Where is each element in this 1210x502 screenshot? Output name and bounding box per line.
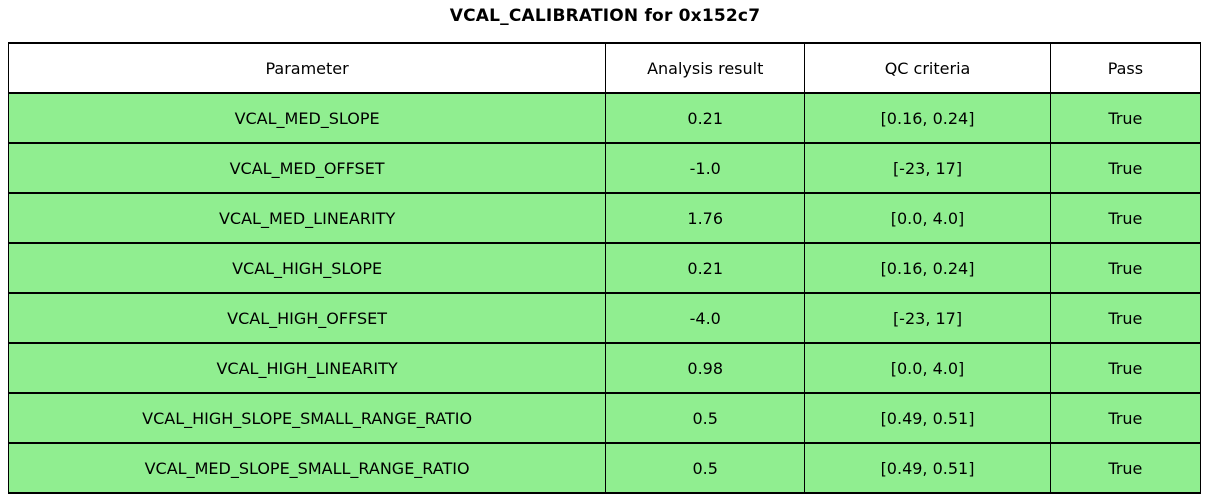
pass-cell: True — [1049, 442, 1202, 494]
parameter-cell: VCAL_MED_LINEARITY — [7, 192, 607, 244]
qc-criteria-cell: [0.16, 0.24] — [804, 92, 1051, 144]
analysis-result-cell: 0.21 — [605, 242, 806, 294]
qc-criteria-cell: [0.0, 4.0] — [804, 342, 1051, 394]
page-title: VCAL_CALIBRATION for 0x152c7 — [449, 6, 761, 26]
table-row: VCAL_HIGH_OFFSET -4.0 [-23, 17] True — [7, 292, 1202, 344]
pass-cell: True — [1049, 142, 1202, 194]
qc-criteria-cell: [0.49, 0.51] — [804, 392, 1051, 444]
table-row: VCAL_HIGH_SLOPE_SMALL_RANGE_RATIO 0.5 [0.4… — [7, 392, 1202, 444]
pass-cell: True — [1049, 342, 1202, 394]
table-body: VCAL_MED_SLOPE 0.21 [0.16, 0.24] True VCAL_M… — [7, 92, 1202, 494]
col-header-analysis-result: Analysis result — [605, 42, 806, 94]
pass-cell: True — [1049, 92, 1202, 144]
analysis-result-cell: -1.0 — [605, 142, 806, 194]
pass-cell: True — [1049, 242, 1202, 294]
table-row: VCAL_MED_LINEARITY 1.76 [0.0, 4.0] True — [7, 192, 1202, 244]
table-row: VCAL_HIGH_LINEARITY 0.98 [0.0, 4.0] True — [7, 342, 1202, 394]
pass-cell: True — [1049, 292, 1202, 344]
table-row: VCAL_MED_SLOPE_SMALL_RANGE_RATIO 0.5 [0.49… — [7, 442, 1202, 494]
qc-results-table: Parameter Analysis result QC criteria Pa… — [7, 42, 1202, 494]
parameter-cell: VCAL_HIGH_SLOPE_SMALL_RANGE_RATIO — [7, 392, 607, 444]
qc-criteria-cell: [-23, 17] — [804, 142, 1051, 194]
table-row: VCAL_MED_OFFSET -1.0 [-23, 17] True — [7, 142, 1202, 194]
qc-criteria-cell: [0.0, 4.0] — [804, 192, 1051, 244]
analysis-result-cell: 0.21 — [605, 92, 806, 144]
pass-cell: True — [1049, 392, 1202, 444]
analysis-result-cell: 0.98 — [605, 342, 806, 394]
qc-criteria-cell: [0.16, 0.24] — [804, 242, 1051, 294]
analysis-result-cell: 0.5 — [605, 392, 806, 444]
parameter-cell: VCAL_HIGH_SLOPE — [7, 242, 607, 294]
table-row: VCAL_MED_SLOPE 0.21 [0.16, 0.24] True — [7, 92, 1202, 144]
parameter-cell: VCAL_MED_OFFSET — [7, 142, 607, 194]
pass-cell: True — [1049, 192, 1202, 244]
header-row: Parameter Analysis result QC criteria Pa… — [7, 42, 1202, 94]
parameter-cell: VCAL_MED_SLOPE_SMALL_RANGE_RATIO — [7, 442, 607, 494]
analysis-result-cell: 1.76 — [605, 192, 806, 244]
qc-criteria-cell: [0.49, 0.51] — [804, 442, 1051, 494]
table-row: VCAL_HIGH_SLOPE 0.21 [0.16, 0.24] True — [7, 242, 1202, 294]
col-header-qc-criteria: QC criteria — [804, 42, 1051, 94]
parameter-cell: VCAL_MED_SLOPE — [7, 92, 607, 144]
qc-criteria-cell: [-23, 17] — [804, 292, 1051, 344]
parameter-cell: VCAL_HIGH_OFFSET — [7, 292, 607, 344]
col-header-parameter: Parameter — [7, 42, 607, 94]
analysis-result-cell: -4.0 — [605, 292, 806, 344]
col-header-pass: Pass — [1049, 42, 1202, 94]
analysis-result-cell: 0.5 — [605, 442, 806, 494]
parameter-cell: VCAL_HIGH_LINEARITY — [7, 342, 607, 394]
